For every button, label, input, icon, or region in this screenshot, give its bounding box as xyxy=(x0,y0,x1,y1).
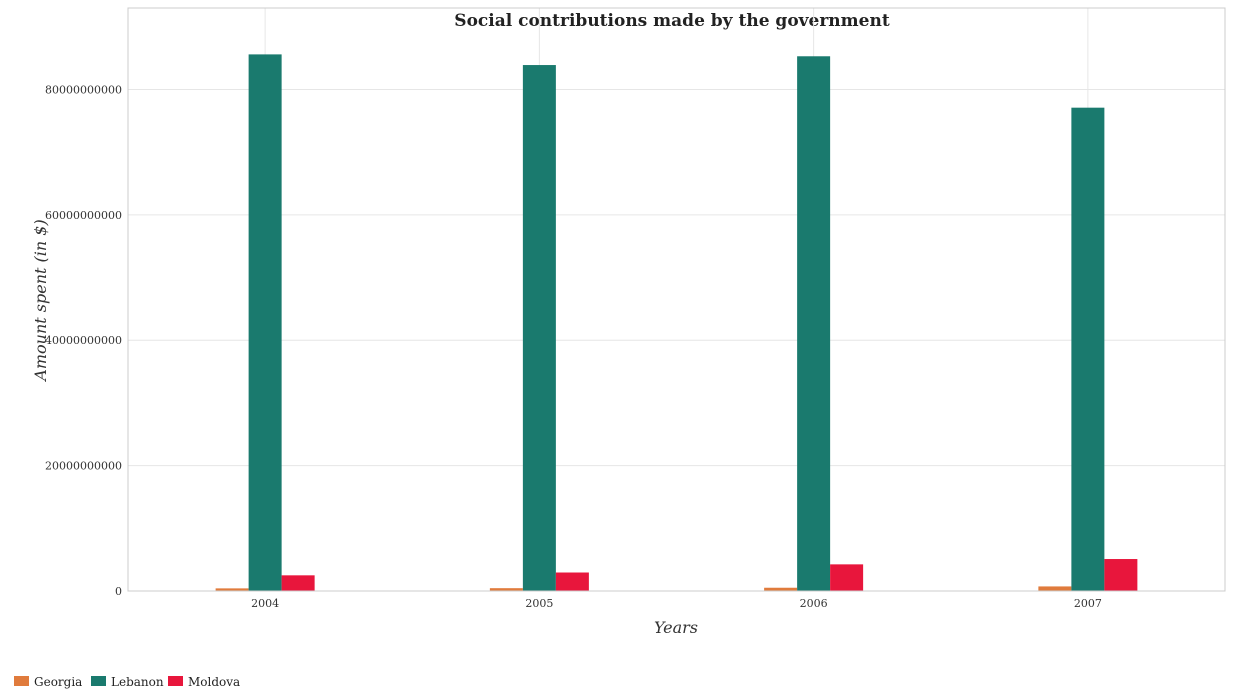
chart-title: Social contributions made by the governm… xyxy=(454,11,890,31)
legend: Georgia Lebanon Moldova xyxy=(14,675,240,689)
y-tick-label: 0 xyxy=(115,585,122,598)
bar-georgia-2004 xyxy=(215,588,249,591)
bar-lebanon-2004 xyxy=(248,54,282,592)
y-axis: 0 20000000000 40000000000 60000000000 800000… xyxy=(45,83,122,598)
bars xyxy=(215,54,1138,592)
bar-moldova-2004 xyxy=(281,575,315,591)
bar-moldova-2007 xyxy=(1104,559,1138,591)
bar-georgia-2005 xyxy=(489,588,523,591)
legend-label-georgia: Georgia xyxy=(34,675,82,689)
x-axis-label: Years xyxy=(654,618,698,637)
bar-lebanon-2007 xyxy=(1071,107,1105,591)
bar-moldova-2005 xyxy=(555,572,589,591)
x-tick-label: 2006 xyxy=(800,597,828,610)
bar-lebanon-2006 xyxy=(797,56,831,591)
y-tick-label: 80000000000 xyxy=(45,83,122,96)
bar-georgia-2007 xyxy=(1038,586,1072,591)
y-tick-label: 60000000000 xyxy=(45,209,122,222)
x-tick-label: 2004 xyxy=(251,597,279,610)
y-tick-label: 40000000000 xyxy=(45,334,122,347)
y-tick-label: 20000000000 xyxy=(45,460,122,473)
legend-swatch-lebanon xyxy=(91,676,106,686)
legend-label-lebanon: Lebanon xyxy=(111,675,164,689)
bar-moldova-2006 xyxy=(830,564,864,591)
y-axis-label: Amount spent (in $) xyxy=(31,219,50,382)
x-axis: 2004 2005 2006 2007 xyxy=(251,597,1102,610)
legend-swatch-georgia xyxy=(14,676,29,686)
x-tick-label: 2005 xyxy=(525,597,553,610)
plot-frame xyxy=(127,7,1226,592)
x-tick-label: 2007 xyxy=(1074,597,1102,610)
legend-label-moldova: Moldova xyxy=(188,675,240,689)
legend-swatch-moldova xyxy=(168,676,183,686)
grid xyxy=(128,8,1225,592)
bar-lebanon-2005 xyxy=(522,65,556,591)
bar-georgia-2006 xyxy=(764,587,798,591)
